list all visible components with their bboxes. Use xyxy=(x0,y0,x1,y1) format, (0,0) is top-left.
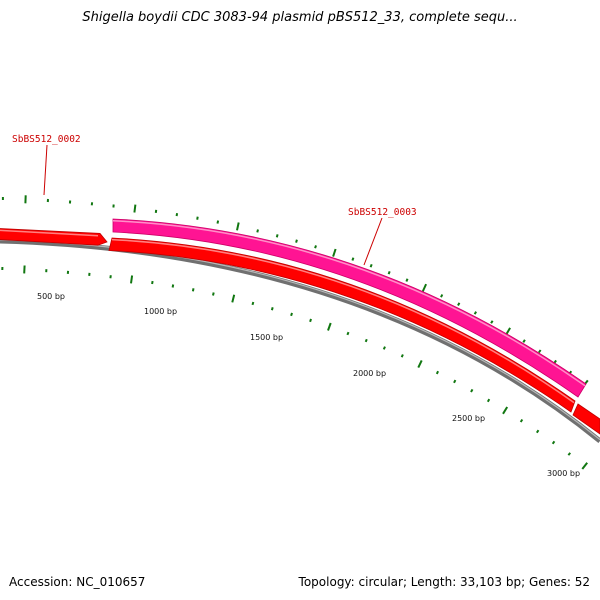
gene-arrow-main-reverse[interactable] xyxy=(108,237,576,413)
ruler-label-3000: 3000 bp xyxy=(547,469,580,478)
gc-tick-outer-29 xyxy=(538,349,542,354)
gc-tick-inner-31 xyxy=(567,452,572,456)
gc-tick-inner-22 xyxy=(417,359,423,369)
gc-tick-inner-15 xyxy=(290,312,293,317)
gc-tick-inner-16 xyxy=(309,318,312,323)
gc-tick-outer-11 xyxy=(216,220,220,224)
gene-arrow-main-reverse-highlight xyxy=(111,238,575,404)
ruler-label-2500: 2500 bp xyxy=(452,414,485,423)
gc-tick-outer-17 xyxy=(332,248,337,257)
gene-arrow-sbbs512-0002-highlight xyxy=(0,229,99,237)
gene-arrow-sbbs512-0003[interactable] xyxy=(112,218,587,398)
gc-tick-outer-7 xyxy=(133,204,137,213)
gc-tick-inner-17 xyxy=(327,322,332,331)
gc-tick-inner-11 xyxy=(212,292,215,296)
gene-label-sbbs512-0003[interactable]: SbBS512_0003 xyxy=(348,207,417,218)
gene-label-sbbs512-0002[interactable]: SbBS512_0002 xyxy=(12,134,81,145)
gc-tick-outer-14 xyxy=(275,234,279,238)
gc-tick-inner-27 xyxy=(502,406,509,415)
gc-tick-inner-29 xyxy=(535,429,540,434)
ruler-label-500: 500 bp xyxy=(37,292,65,301)
gc-tick-outer-13 xyxy=(256,229,259,233)
gc-tick-outer-20 xyxy=(387,271,391,275)
gc-tick-outer-12 xyxy=(236,222,240,231)
gc-tick-inner-14 xyxy=(270,307,274,311)
gc-tick-inner-10 xyxy=(191,288,195,292)
gc-tick-outer-26 xyxy=(490,320,494,324)
gc-tick-inner-8 xyxy=(151,280,154,285)
gene-arrow-sbbs512-0003-highlight xyxy=(112,220,586,387)
gc-tick-inner-26 xyxy=(486,398,491,403)
gc-tick-inner-28 xyxy=(519,418,524,423)
ruler-label-1000: 1000 bp xyxy=(144,307,177,316)
gc-ticks-inner xyxy=(1,265,588,470)
gc-tick-inner-21 xyxy=(400,354,404,358)
map-title: Shigella boydii CDC 3083-94 plasmid pBS5… xyxy=(82,10,518,25)
gc-tick-outer-18 xyxy=(351,257,355,261)
gene-sbbs512-0003[interactable] xyxy=(112,218,587,398)
gene-sbbs512-0002[interactable] xyxy=(0,228,108,246)
gc-tick-outer-9 xyxy=(175,213,179,217)
gene-leader-sbbs512-0003 xyxy=(363,217,383,266)
gc-tick-outer-22 xyxy=(421,283,428,292)
ruler-label-1500: 1500 bp xyxy=(250,333,283,342)
backbone-circle xyxy=(0,238,600,443)
gc-tick-inner-32 xyxy=(581,462,588,470)
gc-tick-inner-23 xyxy=(435,370,440,375)
gc-tick-inner-19 xyxy=(364,338,368,343)
gc-tick-inner-13 xyxy=(251,301,255,306)
gc-tick-outer-30 xyxy=(553,359,557,364)
gc-tick-outer-23 xyxy=(440,294,444,298)
gc-tick-inner-25 xyxy=(470,388,474,393)
gc-tick-outer-19 xyxy=(369,263,373,268)
gc-tick-outer-15 xyxy=(295,239,298,243)
gc-tick-inner-7 xyxy=(130,275,134,284)
gc-tick-inner-30 xyxy=(551,440,556,445)
accession-text: Accession: NC_010657 xyxy=(9,575,146,589)
gc-tick-inner-20 xyxy=(382,346,386,350)
gc-tick-inner-12 xyxy=(231,294,236,303)
gc-tick-inner-9 xyxy=(171,284,175,288)
gc-tick-outer-10 xyxy=(196,216,199,220)
gene-arrow-next-reverse[interactable] xyxy=(572,403,600,435)
gc-tick-outer-24 xyxy=(457,302,461,306)
gene-sbbs512-0003-reverse-segment[interactable] xyxy=(108,237,600,435)
gc-tick-outer-28 xyxy=(522,339,526,343)
gc-tick-outer-16 xyxy=(314,245,317,249)
gc-tick-outer-25 xyxy=(473,311,477,315)
gene-leader-sbbs512-0002 xyxy=(43,144,48,196)
ruler-label-2000: 2000 bp xyxy=(353,369,386,378)
gc-tick-outer-21 xyxy=(405,278,409,282)
topology-summary: Topology: circular; Length: 33,103 bp; G… xyxy=(298,575,590,589)
gc-tick-inner-24 xyxy=(453,379,457,384)
gene-arrow-sbbs512-0002[interactable] xyxy=(0,228,108,246)
gc-tick-inner-18 xyxy=(346,331,350,336)
